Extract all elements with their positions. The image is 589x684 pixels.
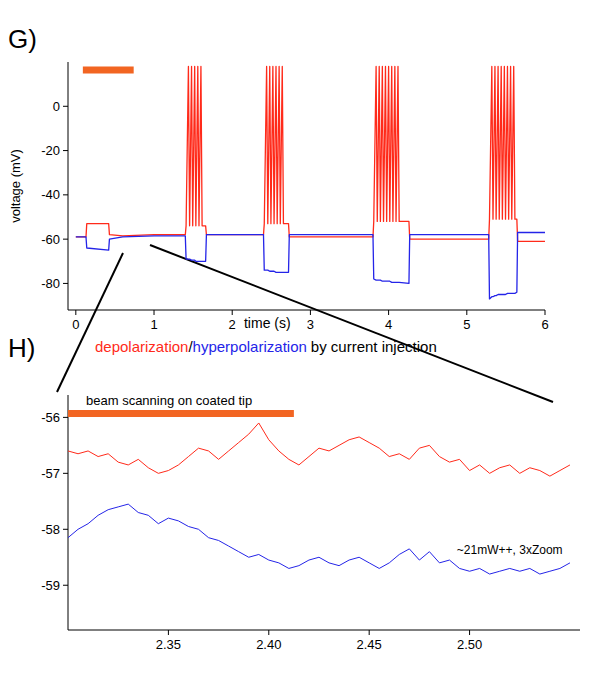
- x-tick: [168, 630, 169, 635]
- stimulus-bar: [68, 410, 294, 417]
- y-tick: [63, 239, 68, 240]
- y-tick-label: -80: [41, 276, 60, 291]
- trace: [76, 233, 545, 299]
- x-tick: [310, 310, 311, 315]
- x-tick: [466, 310, 467, 315]
- trace: [68, 504, 570, 574]
- x-tick-label: 1: [150, 317, 157, 332]
- y-axis-label: voltage (mV): [8, 149, 23, 223]
- x-tick: [232, 310, 233, 315]
- caption-part: depolarization: [95, 338, 188, 355]
- x-tick-label: 2.45: [357, 637, 382, 652]
- y-tick-label: 0: [53, 99, 60, 114]
- caption-part: by current injection: [311, 338, 437, 355]
- x-tick-label: 2.35: [156, 637, 181, 652]
- y-axis: [68, 62, 69, 310]
- x-axis: [68, 310, 545, 311]
- y-tick: [63, 529, 68, 530]
- x-tick: [268, 630, 269, 635]
- y-axis: [68, 395, 69, 630]
- x-tick-label: 6: [541, 317, 548, 332]
- x-tick: [75, 310, 76, 315]
- zoom-line: [57, 253, 123, 392]
- y-tick: [63, 194, 68, 195]
- y-tick-label: -57: [41, 466, 60, 481]
- figure: 0 1 2 3 4 5 6 -80 -60 -40 -20 0 G) time (s) voltage (m…: [0, 0, 589, 684]
- x-tick-label: 0: [72, 317, 79, 332]
- x-axis: [68, 630, 580, 631]
- panel-label: H): [8, 333, 35, 363]
- stimulus-bar: [83, 66, 134, 73]
- y-tick: [63, 106, 68, 107]
- y-tick: [63, 417, 68, 418]
- panel: 2.35 2.40 2.45 2.50 -59 -58 -57 -56 beam scannin…: [8, 333, 580, 652]
- y-tick-label: -58: [41, 522, 60, 537]
- x-tick: [469, 630, 470, 635]
- caption: depolarization/hyperpolarizationby curre…: [95, 338, 437, 355]
- x-tick-label: 5: [463, 317, 470, 332]
- x-tick: [369, 630, 370, 635]
- annotation: ~21mW++, 3xZoom: [457, 543, 563, 557]
- panel: 0 1 2 3 4 5 6 -80 -60 -40 -20 0 G) time (s) voltage (m…: [8, 24, 549, 355]
- plot-area: [68, 413, 570, 574]
- plot-area: [76, 66, 545, 299]
- x-tick: [388, 310, 389, 315]
- y-tick-label: -20: [41, 143, 60, 158]
- x-axis-label: time (s): [244, 315, 291, 331]
- x-tick-label: 2.40: [256, 637, 281, 652]
- x-tick: [545, 310, 546, 315]
- y-tick-label: -56: [41, 410, 60, 425]
- x-tick-label: 4: [385, 317, 392, 332]
- y-tick-label: -59: [41, 578, 60, 593]
- panel-label: G): [8, 24, 37, 54]
- x-tick-label: 3: [307, 317, 314, 332]
- x-tick-label: 2: [229, 317, 236, 332]
- zoom-line: [150, 245, 553, 402]
- x-tick-label: 2.50: [457, 637, 482, 652]
- y-tick: [63, 283, 68, 284]
- caption-part: hyperpolarization: [193, 338, 307, 355]
- annotation: beam scanning on coated tip: [86, 393, 252, 408]
- x-tick: [154, 310, 155, 315]
- trace: [76, 66, 545, 241]
- y-tick-label: -40: [41, 187, 60, 202]
- trace: [68, 423, 570, 476]
- y-tick: [63, 150, 68, 151]
- y-tick: [63, 473, 68, 474]
- y-tick-label: -60: [41, 232, 60, 247]
- y-tick: [63, 585, 68, 586]
